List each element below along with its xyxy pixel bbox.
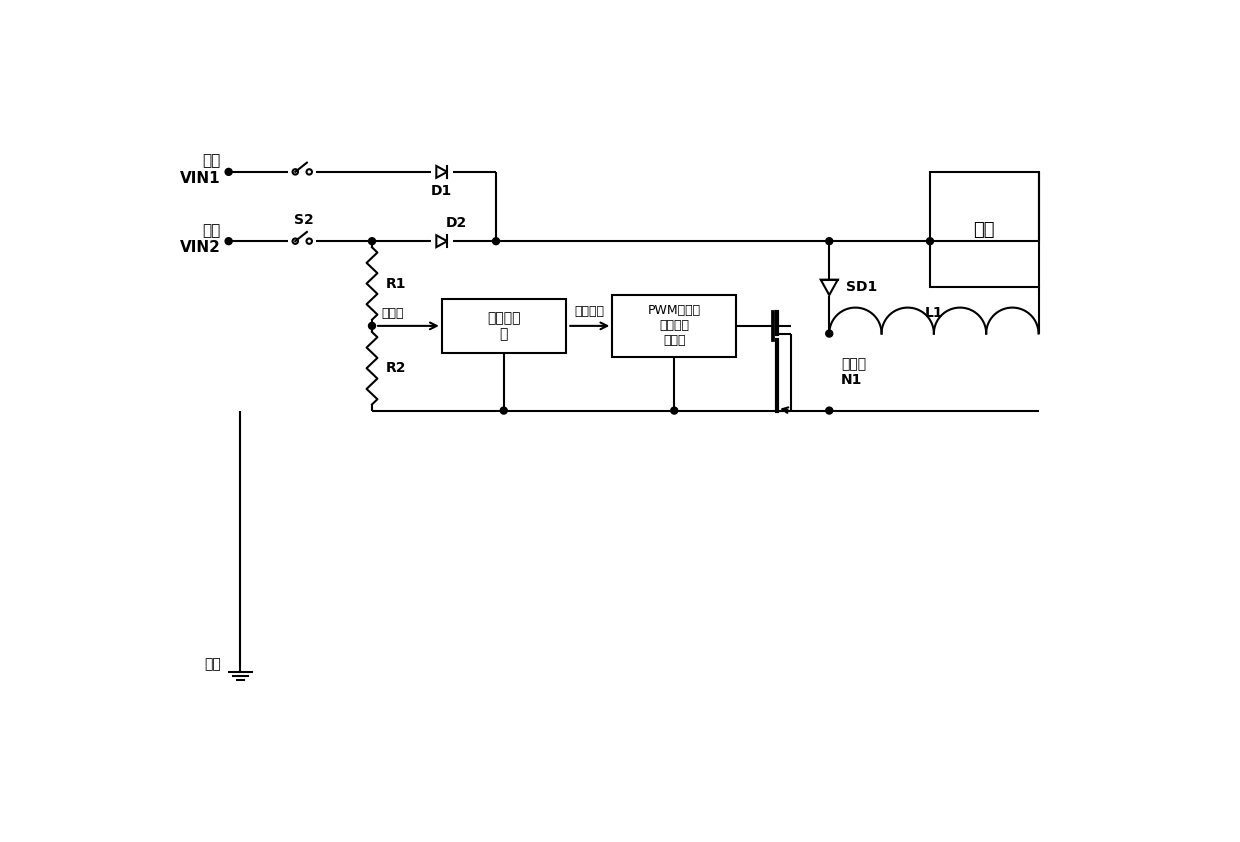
Circle shape [226,168,232,175]
Circle shape [368,237,376,245]
Circle shape [671,408,678,414]
Text: 电源
VIN2: 电源 VIN2 [180,222,221,255]
Bar [441,299,565,353]
Circle shape [926,237,934,245]
Circle shape [500,408,507,414]
Text: 负载: 负载 [973,221,994,238]
Circle shape [226,237,232,245]
Text: 地线: 地线 [205,658,221,672]
Text: 逻辑信号: 逻辑信号 [574,305,604,318]
Circle shape [826,408,833,414]
Text: D1: D1 [432,184,453,198]
Text: D2: D2 [445,216,467,230]
Text: 检测点: 检测点 [381,306,404,320]
Circle shape [368,322,376,329]
Text: 电源
VIN1: 电源 VIN1 [180,153,221,186]
Bar [930,172,1039,287]
Circle shape [826,237,833,245]
Text: S2: S2 [294,213,314,227]
Text: 功率管
N1: 功率管 N1 [841,357,866,387]
Bar [613,295,737,357]
Text: R2: R2 [386,361,407,376]
Text: SD1: SD1 [847,280,878,295]
Text: 电压比较
器: 电压比较 器 [487,311,521,341]
Text: L1: L1 [925,306,944,320]
Text: PWM控制及
功率管驱
动电路: PWM控制及 功率管驱 动电路 [647,304,701,348]
Circle shape [826,330,833,337]
Circle shape [492,237,500,245]
Text: R1: R1 [386,276,407,290]
